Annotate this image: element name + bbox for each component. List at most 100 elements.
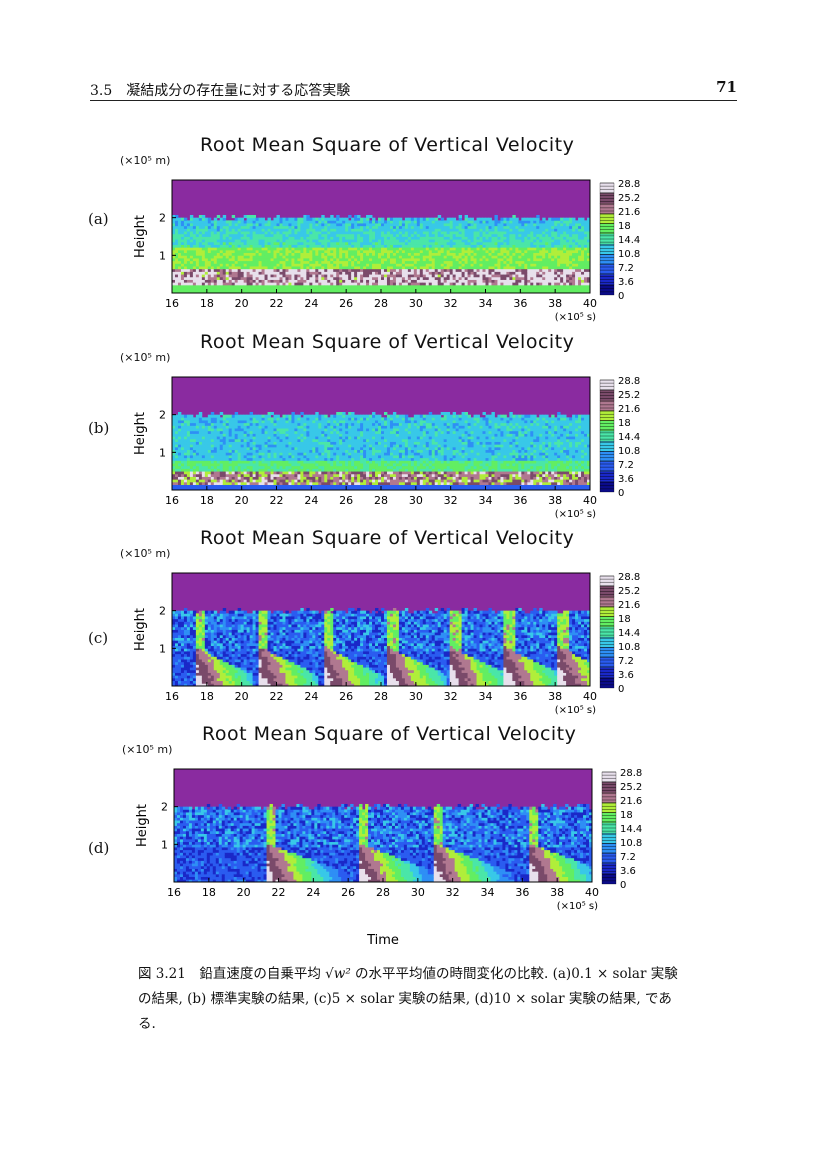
- heatmap-cell: [213, 255, 218, 259]
- heatmap-cell: [485, 255, 489, 259]
- heatmap-cell: [446, 220, 451, 224]
- heatmap-cell: [297, 276, 301, 280]
- heatmap-cell: [225, 428, 230, 432]
- heatmap-cell: [369, 239, 373, 243]
- heatmap-cell: [333, 225, 337, 229]
- heatmap-cell: [369, 214, 373, 219]
- heatmap-cell: [234, 244, 239, 248]
- heatmap-cell: [264, 263, 268, 267]
- heatmap-cell: [419, 236, 424, 240]
- heatmap-cell: [174, 279, 179, 283]
- heatmap-cell: [210, 287, 215, 291]
- heatmap-cell: [288, 241, 292, 245]
- heatmap-cell: [524, 290, 528, 294]
- heatmap-cell: [351, 239, 355, 243]
- heatmap-cell: [213, 260, 218, 264]
- heatmap-cell: [518, 220, 522, 224]
- heatmap-cell: [195, 266, 200, 270]
- heatmap-cell: [282, 260, 286, 264]
- heatmap-cell: [252, 279, 256, 283]
- heatmap-cell: [249, 214, 254, 219]
- heatmap-cell: [213, 465, 218, 469]
- heatmap-cell: [413, 217, 418, 221]
- heatmap-cell: [261, 441, 265, 445]
- heatmap-cell: [378, 290, 382, 294]
- heatmap-cell: [225, 244, 230, 248]
- heatmap-cell: [557, 266, 561, 270]
- heatmap-cell: [189, 436, 194, 440]
- heatmap-cell: [410, 255, 415, 259]
- heatmap-cell: [407, 290, 412, 294]
- heatmap-cell: [348, 241, 352, 245]
- heatmap-cell: [183, 274, 188, 278]
- heatmap-cell: [237, 231, 242, 235]
- heatmap-cell: [177, 471, 182, 475]
- heatmap-cell: [222, 476, 227, 480]
- heatmap-cell: [440, 274, 445, 278]
- heatmap-cell: [225, 263, 230, 267]
- heatmap-cell: [172, 468, 176, 472]
- heatmap-cell: [321, 271, 325, 275]
- heatmap-cell: [569, 268, 573, 272]
- heatmap-cell: [482, 225, 486, 229]
- heatmap-cell: [261, 252, 265, 256]
- heatmap-cell: [261, 471, 265, 475]
- heatmap-cell: [189, 428, 194, 432]
- heatmap-cell: [485, 263, 489, 267]
- heatmap-cell: [204, 430, 209, 434]
- heatmap-cell: [336, 249, 340, 254]
- heatmap-cell: [563, 268, 567, 272]
- heatmap-cell: [312, 225, 316, 229]
- heatmap-cell: [264, 268, 268, 272]
- heatmap-cell: [261, 414, 265, 418]
- heatmap-cell: [264, 255, 268, 259]
- heatmap-cell: [237, 247, 242, 251]
- heatmap-cell: [222, 228, 227, 232]
- heatmap-cell: [183, 220, 188, 224]
- heatmap-cell: [300, 266, 304, 270]
- heatmap-cell: [413, 268, 418, 272]
- heatmap-cell: [401, 231, 406, 235]
- heatmap-cell: [509, 239, 513, 243]
- heatmap-cell: [327, 220, 331, 224]
- heatmap-cell: [172, 236, 176, 240]
- heatmap-cell: [273, 247, 277, 251]
- heatmap-cell: [566, 223, 570, 227]
- heatmap-cell: [246, 479, 251, 483]
- heatmap-cell: [455, 290, 460, 294]
- heatmap-cell: [422, 217, 427, 221]
- heatmap-cell: [216, 258, 221, 262]
- heatmap-cell: [222, 274, 227, 278]
- heatmap-cell: [231, 263, 236, 267]
- heatmap-cell: [357, 228, 361, 232]
- heatmap-cell: [485, 271, 489, 275]
- heatmap-cell: [243, 279, 248, 283]
- heatmap-cell: [172, 255, 176, 259]
- heatmap-cell: [524, 263, 528, 267]
- heatmap-cell: [584, 233, 588, 237]
- heatmap-cell: [383, 244, 388, 248]
- heatmap-cell: [330, 268, 334, 272]
- heatmap-cell: [219, 444, 224, 448]
- heatmap-cell: [413, 223, 418, 227]
- heatmap-cell: [372, 249, 376, 254]
- heatmap-cell: [264, 473, 268, 477]
- heatmap-cell: [392, 220, 397, 224]
- heatmap-cell: [195, 438, 200, 442]
- heatmap-cell: [267, 217, 271, 221]
- heatmap-cell: [587, 217, 591, 221]
- heatmap-cell: [273, 241, 277, 245]
- heatmap-cell: [557, 247, 561, 251]
- heatmap-cell: [389, 239, 394, 243]
- heatmap-cell: [494, 279, 498, 283]
- heatmap-cell: [261, 239, 265, 243]
- heatmap-cell: [198, 452, 203, 456]
- heatmap-cell: [189, 252, 194, 256]
- heatmap-cell: [563, 276, 567, 280]
- heatmap-cell: [312, 276, 316, 280]
- heatmap-cell: [246, 420, 251, 424]
- heatmap-cell: [201, 417, 206, 421]
- heatmap-cell: [324, 255, 328, 259]
- heatmap-cell: [578, 223, 582, 227]
- heatmap-cell: [473, 260, 477, 264]
